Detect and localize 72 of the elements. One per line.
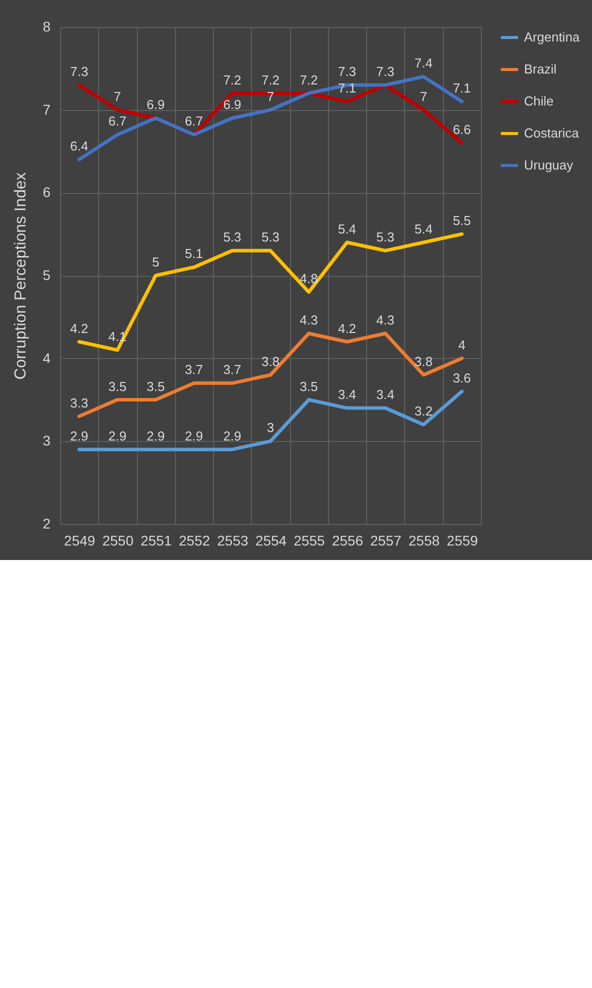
data-label: 3.7 (223, 362, 242, 378)
x-tick-label: 2554 (255, 532, 287, 548)
x-tick-label: 2552 (178, 532, 210, 548)
data-label: 4.2 (70, 320, 88, 336)
y-tick-label: 4 (42, 350, 51, 366)
x-tick-label: 2551 (140, 532, 172, 548)
legend-label: Costarica (524, 126, 580, 140)
legend-label: Uruguay (524, 158, 574, 172)
data-label: 6.9 (146, 97, 165, 112)
data-label: 3.5 (300, 378, 318, 394)
data-label: 2.9 (184, 428, 203, 444)
data-label: 7.2 (300, 72, 318, 88)
data-label: 6.9 (223, 97, 242, 112)
legend-label: Brazil (524, 62, 557, 76)
data-label: 7.3 (338, 64, 356, 79)
data-label: 6.7 (184, 114, 203, 129)
data-label: 4.3 (300, 312, 318, 328)
data-label: 4.8 (300, 271, 318, 286)
data-label: 2.9 (146, 428, 165, 444)
data-label: 3.6 (452, 370, 471, 386)
legend-label: Argentina (524, 30, 580, 44)
data-label: 3.4 (376, 387, 394, 402)
data-label: 5.3 (261, 230, 280, 245)
data-label: 2.9 (70, 428, 88, 444)
x-tick-label: 2556 (332, 532, 364, 548)
data-label: 6.4 (70, 138, 88, 154)
data-label: 5.4 (338, 221, 356, 236)
data-label: 4.2 (338, 320, 356, 336)
data-label: 7.3 (376, 64, 394, 79)
data-label: 5.3 (376, 230, 394, 245)
data-label: 3.8 (414, 354, 433, 369)
data-label: 5 (152, 254, 160, 270)
data-label: 2.9 (223, 428, 242, 444)
data-label: 3.4 (338, 387, 356, 402)
data-label: 5.5 (452, 213, 471, 228)
data-label: 5.4 (414, 221, 433, 236)
y-tick-label: 5 (42, 267, 51, 283)
data-label: 6.6 (452, 122, 471, 137)
data-label: 3.5 (108, 378, 126, 394)
legend-label: Chile (524, 94, 554, 108)
data-label: 7.1 (452, 80, 471, 96)
x-tick-label: 2553 (217, 532, 249, 548)
y-tick-label: 7 (42, 101, 51, 118)
data-label: 7.2 (261, 72, 280, 88)
data-label: 3.5 (146, 378, 165, 394)
data-label: 7.3 (70, 64, 88, 79)
data-label: 4.3 (376, 312, 394, 328)
data-label: 7.2 (223, 72, 242, 88)
x-tick-label: 2559 (446, 532, 478, 548)
data-label: 3.2 (414, 404, 433, 419)
x-tick-label: 2549 (64, 532, 96, 548)
x-tick-label: 2557 (370, 532, 402, 548)
data-label: 3.7 (184, 362, 203, 378)
y-tick-label: 2 (42, 516, 51, 532)
data-label: 7 (420, 88, 428, 104)
data-label: 4 (458, 337, 466, 352)
y-axis-title: Corruption Perceptions Index (12, 172, 30, 380)
data-label: 6.7 (108, 114, 126, 129)
y-tick-label: 3 (42, 432, 51, 449)
data-label: 2.9 (108, 428, 126, 444)
data-label: 5.3 (223, 230, 242, 245)
data-label: 5.1 (184, 246, 203, 262)
data-label: 3.8 (261, 354, 280, 369)
data-label: 3.3 (70, 395, 88, 410)
data-label: 7.4 (414, 56, 433, 71)
x-tick-label: 2558 (408, 532, 440, 548)
data-label: 3 (266, 420, 274, 436)
data-label: 7 (114, 88, 122, 104)
x-tick-label: 2555 (294, 532, 326, 548)
y-tick-label: 6 (42, 184, 51, 200)
x-tick-label: 2550 (102, 532, 134, 548)
y-tick-label: 8 (42, 18, 51, 34)
